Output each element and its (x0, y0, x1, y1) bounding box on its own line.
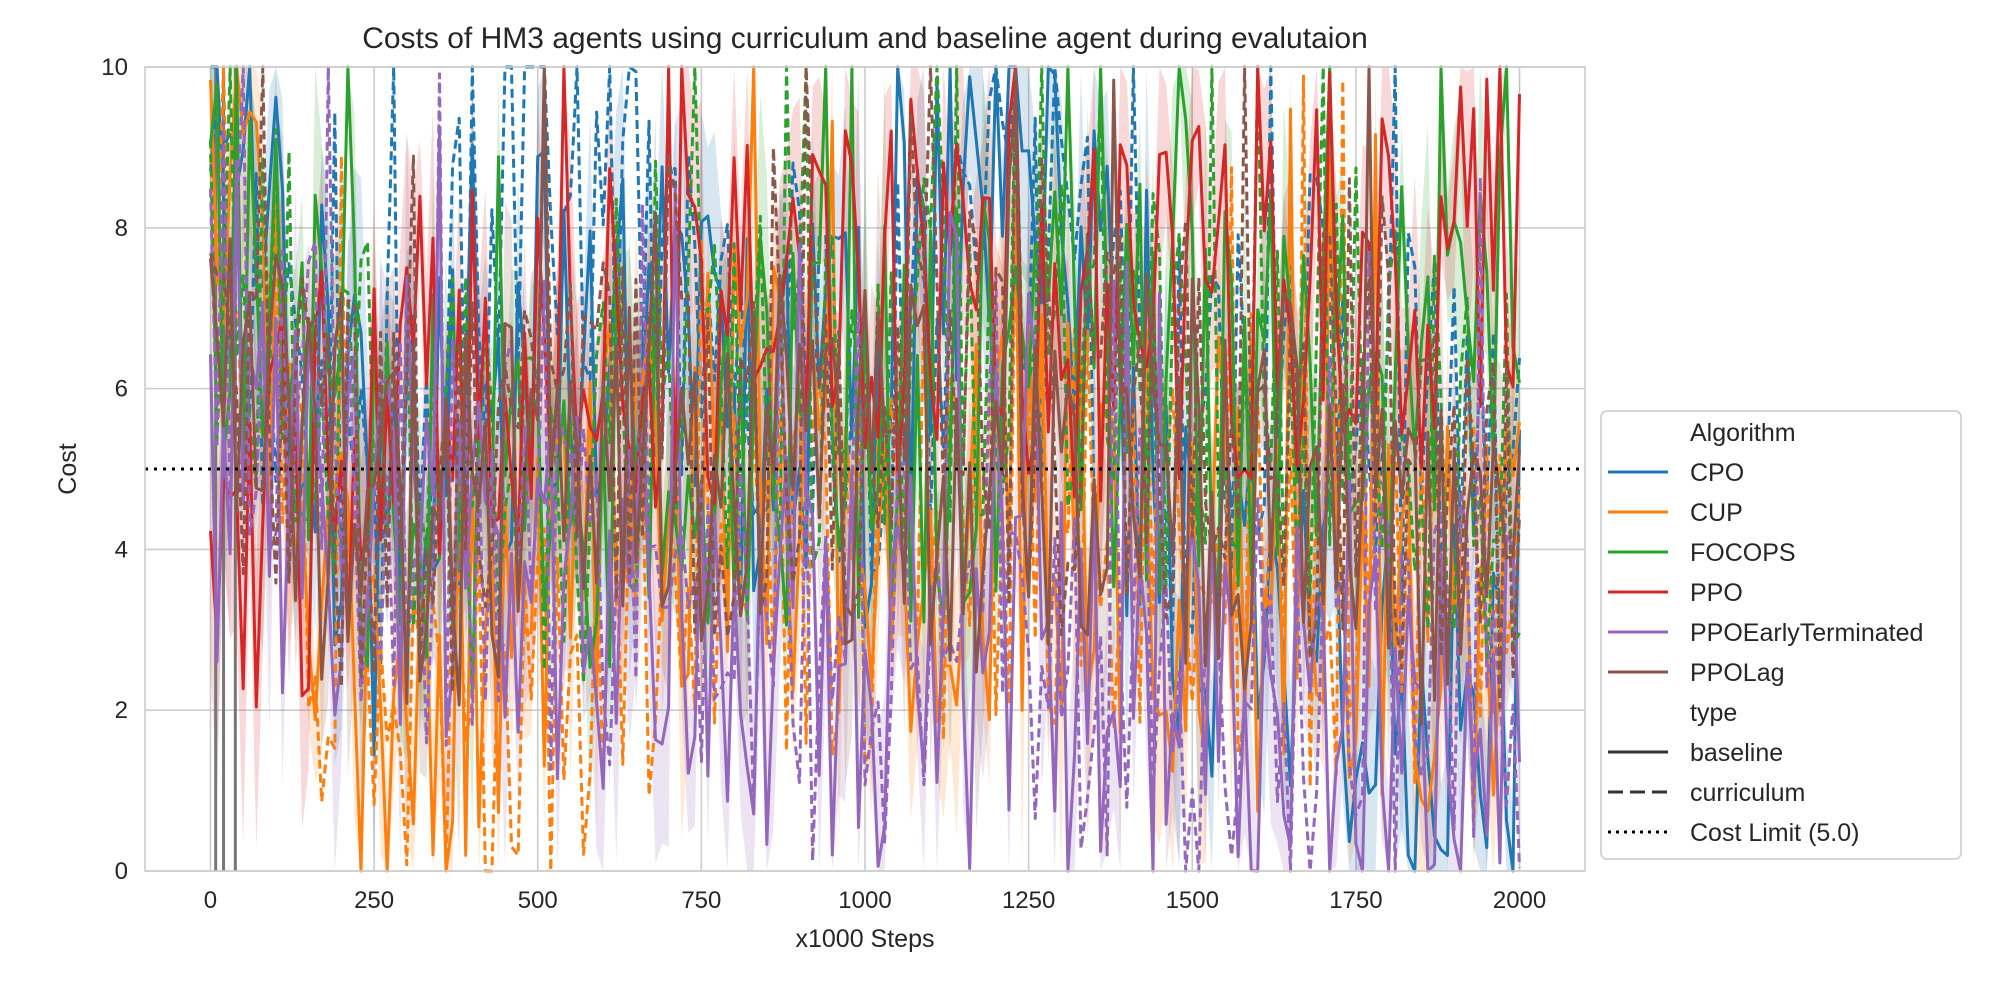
legend-title-type: type (1690, 699, 1737, 727)
y-tick-label: 4 (115, 536, 128, 563)
legend-entries: Algorithm CPO CUP FOCOPS PPO PPOEarlyTerminat… (1608, 419, 1923, 847)
series-line-ppolag-curriculum (209, 65, 1521, 709)
legend-label: PPOEarlyTerminated (1690, 619, 1923, 647)
legend: Algorithm CPO CUP FOCOPS PPO PPOEarlyTerminat… (1600, 410, 1962, 860)
series-layer (209, 65, 1521, 873)
plot-frame (144, 66, 1586, 872)
legend-label: CUP (1690, 499, 1743, 527)
series-line-ppolag-baseline (209, 65, 1521, 726)
legend-label: CPO (1690, 459, 1744, 487)
legend-box (1600, 410, 1962, 860)
legend-label-cost-limit: Cost Limit (5.0) (1690, 819, 1859, 847)
chart-title: Costs of HM3 agents using curriculum and… (362, 22, 1368, 55)
legend-title-algorithm: Algorithm (1690, 419, 1796, 447)
legend-label-type: curriculum (1690, 779, 1805, 807)
x-tick-label: 500 (518, 887, 558, 914)
y-tick-label: 6 (115, 376, 128, 403)
y-tick-label: 8 (115, 215, 128, 242)
x-tick-label: 2000 (1493, 887, 1546, 914)
series-line-focops-curriculum (209, 65, 1521, 685)
legend-label-type: baseline (1690, 739, 1783, 767)
x-tick-label: 1500 (1166, 887, 1219, 914)
x-tick-label: 750 (681, 887, 721, 914)
x-axis-label: x1000 Steps (796, 925, 935, 953)
x-tick-label: 0 (204, 887, 217, 914)
legend-label: PPO (1690, 579, 1743, 607)
series-line-ppoearlyterminated-curriculum (209, 65, 1521, 873)
x-tick-label: 1000 (838, 887, 891, 914)
legend-label: PPOLag (1690, 659, 1785, 687)
confidence-band-ppoearlyterminated (210, 67, 1520, 871)
y-tick-label: 10 (101, 54, 128, 81)
y-tick-label: 0 (115, 858, 128, 885)
confidence-band-cup (210, 67, 1520, 871)
x-tick-label: 250 (354, 887, 394, 914)
tick-labels: 0 250 500 750 1000 1250 1500 1750 2000 0 2 4 6 8 10 (101, 54, 1546, 914)
series-line-ppo-baseline (209, 65, 1521, 709)
x-tick-label: 1750 (1329, 887, 1382, 914)
y-tick-label: 2 (115, 697, 128, 724)
legend-label: FOCOPS (1690, 539, 1796, 567)
y-axis-label: Cost (54, 443, 82, 494)
x-tick-label: 1250 (1002, 887, 1055, 914)
